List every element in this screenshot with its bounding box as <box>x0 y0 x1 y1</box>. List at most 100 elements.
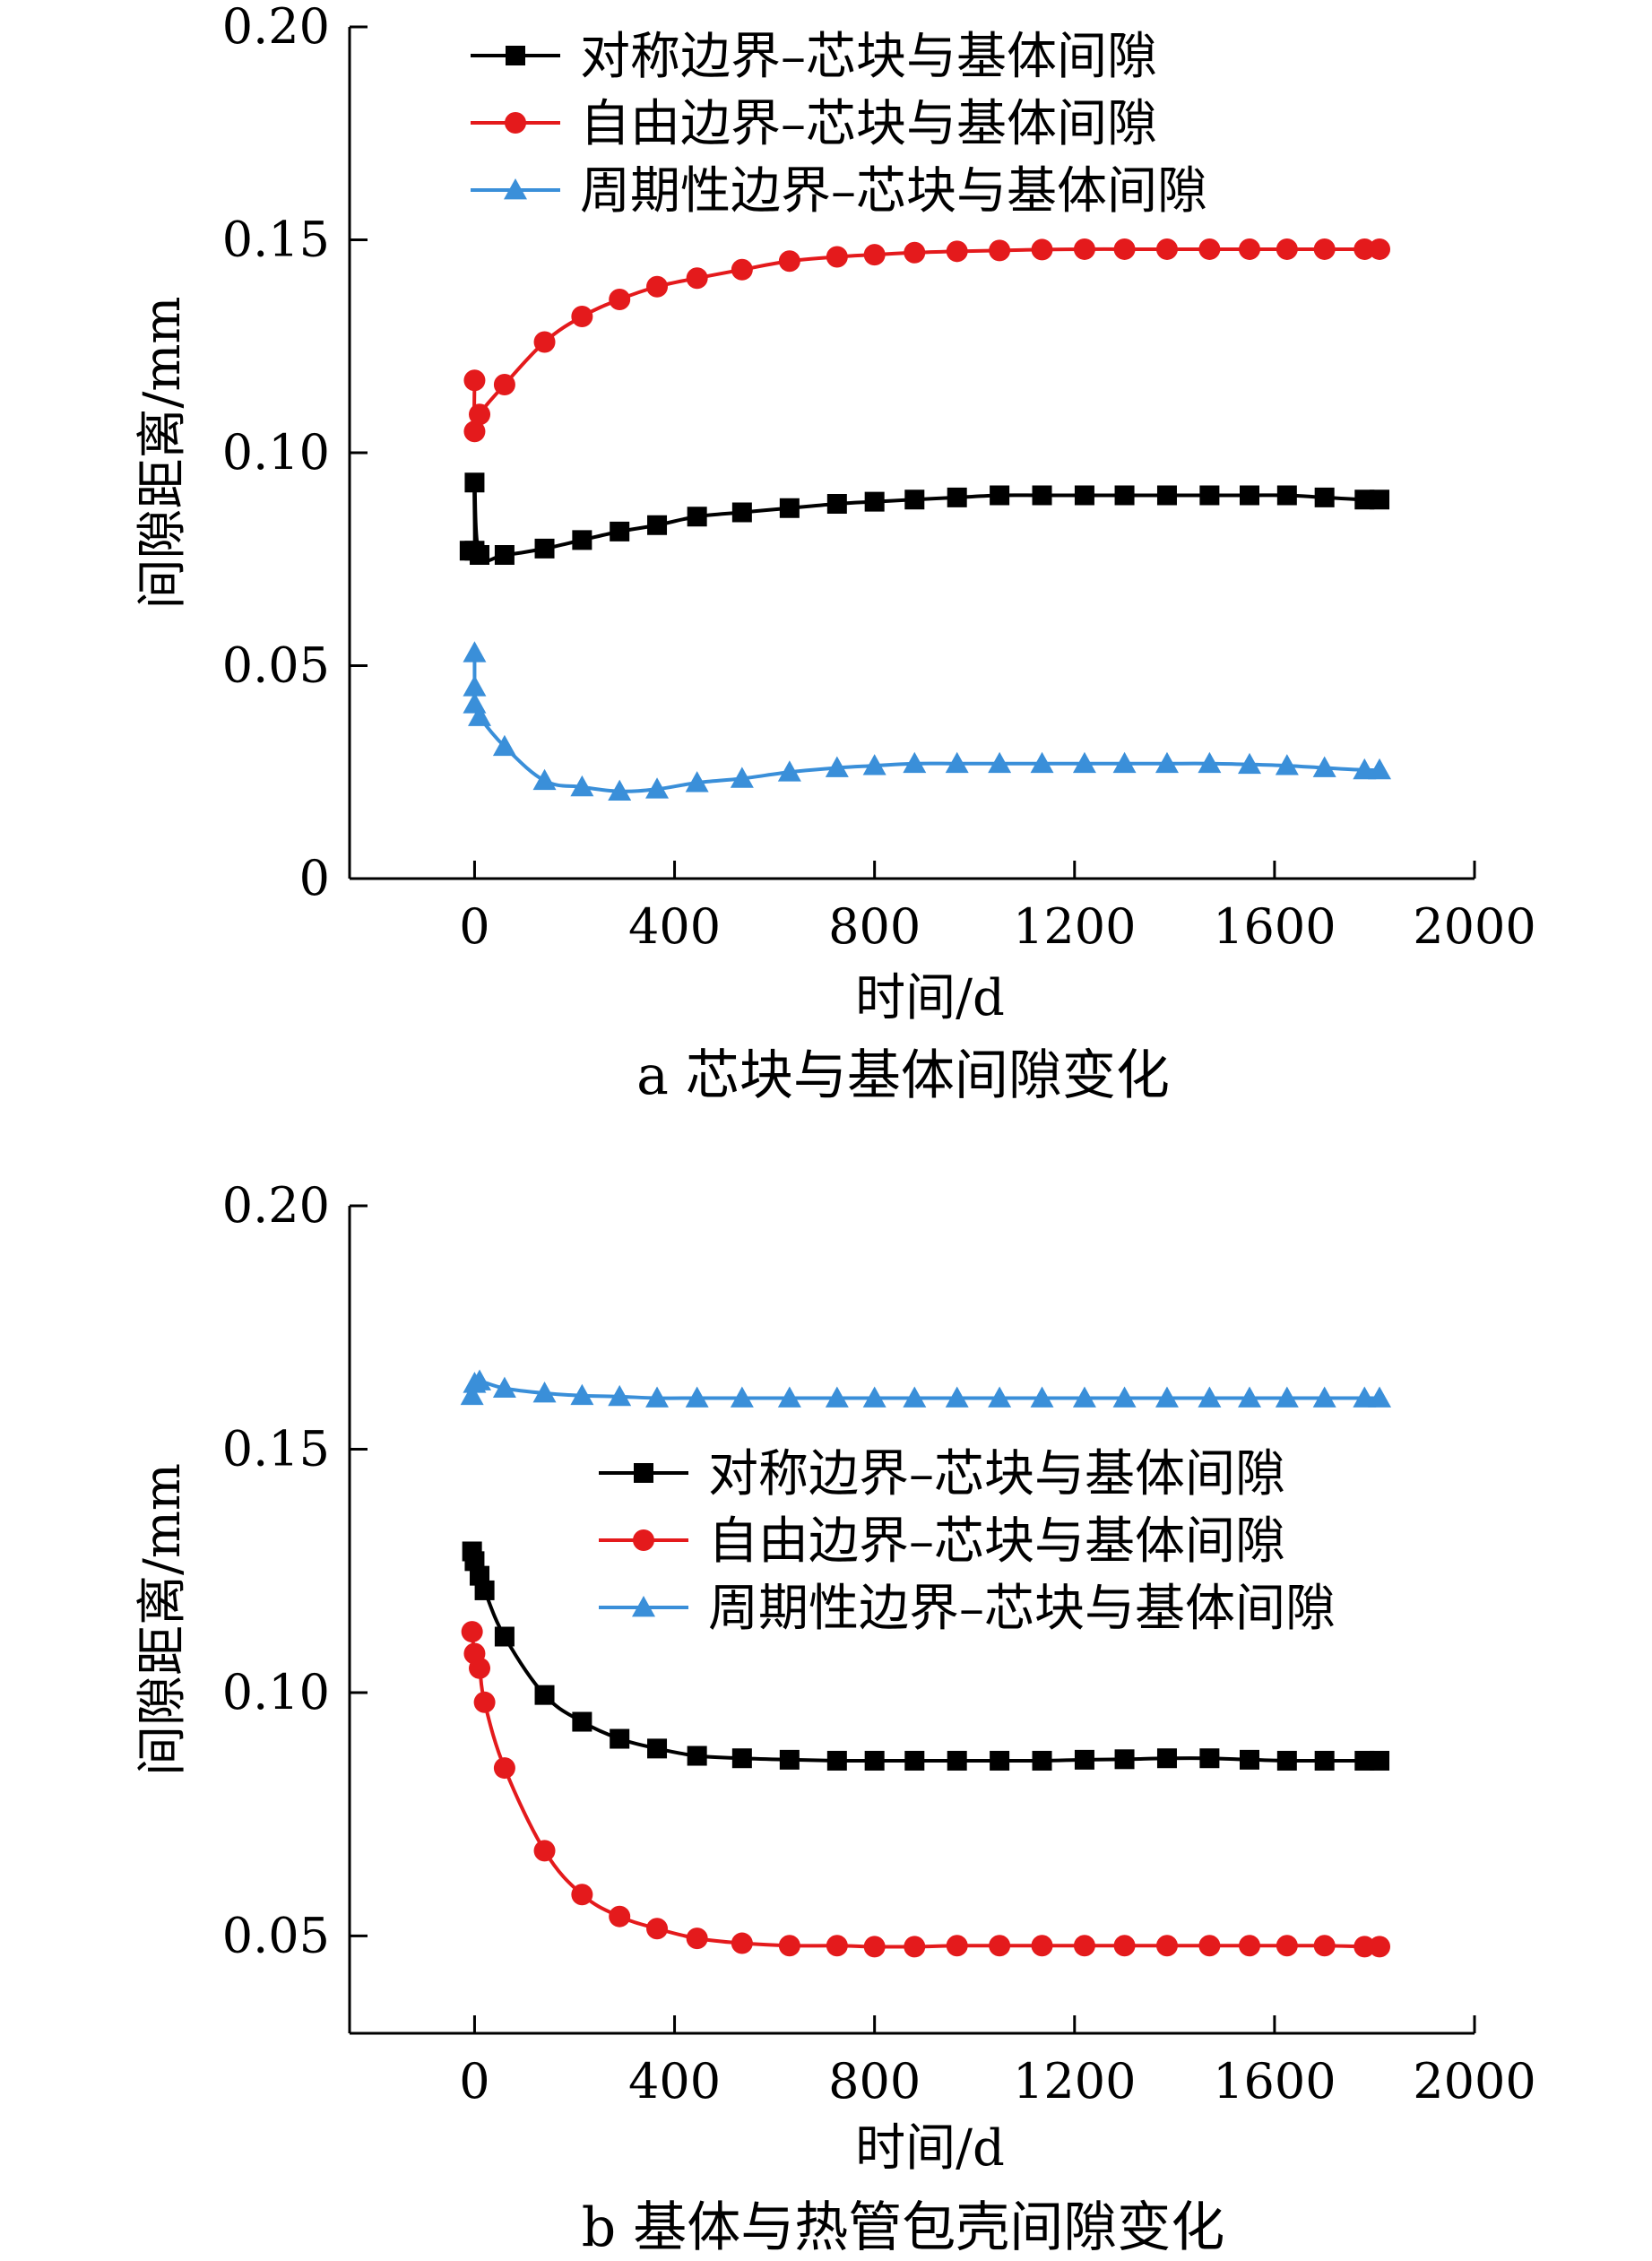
data-point <box>570 1383 594 1406</box>
data-point <box>945 1386 969 1408</box>
data-point <box>532 768 557 791</box>
legend-label: 周期性边界–芯块与基体间隙 <box>580 162 1207 221</box>
chart-caption: a 芯块与基体间隙变化 <box>636 1044 1170 1107</box>
data-point <box>464 472 485 493</box>
data-point <box>864 491 885 512</box>
data-point <box>1073 238 1095 260</box>
data-point <box>1031 1935 1053 1957</box>
data-point <box>1155 238 1178 260</box>
data-point <box>686 267 708 290</box>
legend-label: 自由边界–芯块与基体间隙 <box>580 95 1157 153</box>
data-point <box>904 1936 926 1958</box>
data-point <box>779 1749 800 1770</box>
x-tick-label: 800 <box>828 2053 921 2109</box>
data-point <box>610 521 630 541</box>
data-point <box>646 1918 669 1940</box>
data-point <box>1199 1748 1220 1769</box>
data-point <box>463 641 487 663</box>
series-line <box>470 1631 1380 1949</box>
data-point <box>1113 238 1136 260</box>
y-tick-label: 0.05 <box>222 637 330 694</box>
data-point <box>1072 751 1096 774</box>
data-point <box>730 1386 754 1408</box>
data-point <box>1276 1935 1298 1957</box>
data-point <box>571 306 593 327</box>
data-point <box>608 1384 632 1407</box>
data-point <box>532 1382 557 1403</box>
series-line <box>472 247 1380 435</box>
x-tick-label: 800 <box>828 898 921 955</box>
data-point <box>1276 238 1298 260</box>
data-point <box>460 1383 484 1406</box>
chart-caption: b 基体与热管包壳间隙变化 <box>582 2196 1224 2259</box>
data-point <box>777 1386 801 1408</box>
data-point <box>1112 751 1137 774</box>
data-point <box>990 1750 1010 1771</box>
data-point <box>1074 485 1094 506</box>
data-point <box>731 258 753 281</box>
data-point <box>461 1621 483 1643</box>
data-point <box>863 1936 886 1958</box>
data-point <box>1354 238 1376 260</box>
x-tick-label: 1600 <box>1213 2053 1336 2109</box>
data-point <box>646 275 669 298</box>
data-point <box>1354 489 1375 510</box>
y-axis-label: 间隙距离/mm <box>134 1463 192 1776</box>
y-tick-label: 0.20 <box>222 1177 330 1234</box>
data-point <box>863 244 886 266</box>
data-point <box>463 369 486 392</box>
data-point <box>1198 1935 1221 1957</box>
data-point <box>463 420 486 443</box>
data-point <box>1199 485 1220 506</box>
data-point <box>494 1626 515 1647</box>
data-point <box>903 751 927 774</box>
data-point <box>904 489 925 510</box>
data-point <box>731 1748 752 1769</box>
x-tick-label: 1200 <box>1013 2053 1136 2109</box>
data-point <box>1072 1386 1096 1408</box>
x-tick-label: 0 <box>459 898 489 955</box>
data-point <box>687 1746 707 1766</box>
data-point <box>778 1935 800 1957</box>
data-point <box>1114 485 1135 506</box>
data-point <box>1369 1936 1391 1958</box>
data-point <box>687 507 707 527</box>
data-point <box>731 1932 753 1954</box>
data-point <box>1312 756 1336 777</box>
data-point <box>469 403 491 426</box>
data-point <box>1030 1386 1054 1408</box>
data-point <box>1314 487 1335 507</box>
x-tick-label: 0 <box>459 2053 489 2109</box>
data-point <box>1240 1749 1259 1770</box>
data-point <box>989 239 1011 262</box>
data-point <box>1155 1386 1179 1408</box>
data-point <box>570 775 594 797</box>
legend-marker <box>633 1529 654 1551</box>
data-point <box>904 241 926 264</box>
data-point <box>1113 1935 1136 1957</box>
legend-marker <box>505 112 526 134</box>
data-point <box>1155 1935 1178 1957</box>
data-point <box>686 1927 708 1950</box>
data-point <box>1032 485 1052 506</box>
data-point <box>493 374 515 395</box>
x-tick-label: 400 <box>628 2053 721 2109</box>
data-point <box>572 530 592 550</box>
data-point <box>685 771 709 793</box>
data-point <box>862 754 887 775</box>
data-point <box>1354 1750 1375 1771</box>
data-point <box>1239 1935 1260 1957</box>
data-point <box>1369 238 1391 260</box>
data-point <box>1239 238 1260 260</box>
data-point <box>1156 1748 1177 1769</box>
data-point <box>1074 1749 1094 1770</box>
data-point <box>779 498 800 518</box>
data-point <box>1368 758 1392 780</box>
data-point <box>1032 1750 1052 1771</box>
data-point <box>470 545 490 565</box>
data-point <box>494 545 515 565</box>
data-point <box>825 756 849 777</box>
y-tick-label: 0 <box>299 850 330 906</box>
data-point <box>777 760 801 782</box>
data-point <box>469 1657 491 1679</box>
